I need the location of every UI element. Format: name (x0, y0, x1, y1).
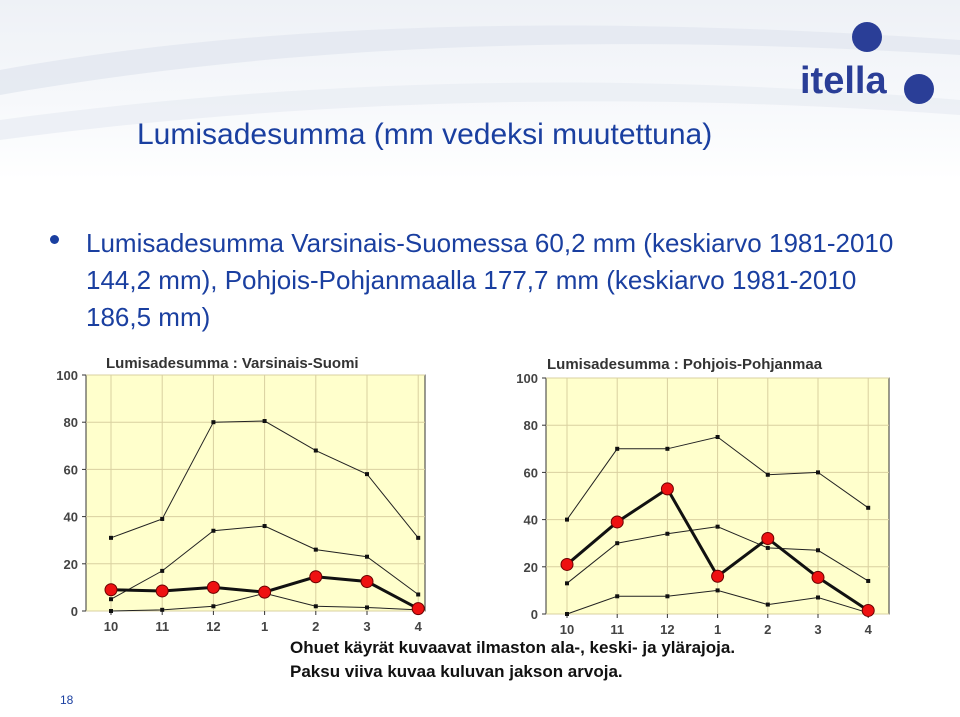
y-tick-label: 20 (64, 557, 78, 572)
data-point-middle (665, 531, 670, 536)
x-tick-label: 12 (206, 619, 220, 634)
data-point-current (309, 570, 323, 584)
itella-logo: itella (800, 18, 940, 108)
data-point-lower (160, 607, 165, 612)
y-tick-label: 20 (524, 560, 538, 575)
data-point-upper (416, 535, 421, 540)
data-point-upper (866, 505, 871, 510)
data-point-current (155, 584, 169, 598)
data-point-current (258, 585, 272, 599)
data-point-middle (715, 524, 720, 529)
data-point-upper (816, 470, 820, 475)
x-tick-label: 3 (363, 619, 370, 634)
data-point-lower (211, 604, 216, 609)
data-point-middle (565, 581, 569, 586)
data-point-upper (365, 472, 369, 477)
chart-pohjois-pohjanmaa: 0 20 40 60 80 100 10 11 12 1 2 3 4 Lumisadesumma : Po… (505, 352, 895, 635)
data-point-lower (615, 594, 620, 599)
y-tick-label: 100 (516, 371, 538, 386)
data-point-middle (866, 578, 871, 583)
data-point-upper (109, 535, 113, 540)
data-point-current (711, 569, 725, 583)
data-point-middle (313, 547, 318, 552)
data-point-middle (416, 592, 421, 597)
y-tick-label: 0 (531, 607, 538, 622)
data-point-current (411, 602, 425, 616)
data-point-middle (160, 568, 165, 573)
data-point-lower (313, 604, 318, 609)
data-point-current (360, 575, 374, 588)
x-tick-label: 4 (865, 622, 873, 635)
data-point-middle (109, 597, 113, 602)
chart-title: Lumisadesumma : Varsinais-Suomi (106, 355, 359, 372)
bullet-icon (50, 235, 59, 244)
plot-area (85, 374, 426, 612)
data-point-current (610, 515, 624, 529)
logo-dot-icon (904, 74, 934, 104)
data-point-middle (615, 541, 620, 546)
data-point-upper (765, 472, 770, 477)
slide-title: Lumisadesumma (mm vedeksi muutettuna) (137, 118, 713, 151)
logo-dot-icon (852, 22, 882, 52)
data-point-current (660, 482, 674, 496)
data-point-current (811, 570, 825, 584)
data-point-lower (109, 609, 113, 613)
data-point-upper (715, 435, 720, 439)
data-point-middle (365, 554, 369, 559)
x-tick-label: 4 (415, 619, 423, 634)
y-tick-label: 60 (64, 462, 78, 477)
y-tick-label: 40 (64, 510, 78, 525)
data-point-lower (665, 594, 670, 599)
data-point-current (104, 583, 118, 597)
data-point-current (560, 557, 574, 571)
data-point-lower (565, 612, 569, 616)
data-point-middle (816, 548, 820, 553)
x-tick-label: 11 (610, 622, 624, 635)
data-point-upper (565, 517, 569, 522)
y-tick-label: 80 (524, 418, 538, 433)
x-tick-label: 2 (312, 619, 319, 634)
chart-varsinais-suomi: 0 20 40 60 80 100 10 11 12 1 2 3 4 Lumisadesumma : Va… (52, 352, 430, 635)
y-tick-label: 100 (56, 368, 78, 383)
x-tick-label: 2 (764, 622, 771, 635)
x-tick-label: 10 (104, 619, 118, 634)
y-tick-label: 0 (71, 604, 78, 619)
data-point-middle (211, 528, 216, 533)
data-point-lower (365, 605, 369, 610)
bullet-text: Lumisadesumma Varsinais-Suomessa 60,2 mm… (86, 228, 894, 332)
data-point-lower (715, 588, 720, 593)
data-point-upper (313, 448, 318, 453)
chart-caption: Ohuet käyrät kuvaavat ilmaston ala-, kes… (290, 638, 736, 681)
x-tick-label: 11 (155, 619, 169, 634)
data-point-lower (816, 595, 820, 600)
data-point-upper (665, 446, 670, 451)
x-tick-label: 3 (814, 622, 821, 635)
data-point-middle (262, 524, 267, 529)
page-number: 18 (60, 693, 74, 707)
y-tick-label: 40 (524, 513, 538, 528)
data-point-current (206, 580, 220, 594)
data-point-lower (765, 602, 770, 607)
data-point-upper (615, 446, 620, 451)
x-tick-label: 10 (560, 622, 574, 635)
data-point-upper (160, 516, 165, 521)
x-tick-label: 1 (714, 622, 721, 635)
data-point-middle (765, 545, 770, 550)
x-tick-label: 1 (261, 619, 268, 634)
data-point-current (861, 603, 875, 617)
data-point-current (761, 531, 775, 545)
x-tick-label: 12 (660, 622, 674, 635)
data-point-upper (262, 419, 267, 424)
data-point-upper (211, 420, 216, 425)
y-tick-label: 80 (64, 415, 78, 430)
logo-text: itella (800, 60, 887, 102)
header-swoosh (0, 25, 960, 140)
y-tick-label: 60 (524, 465, 538, 480)
chart-title: Lumisadesumma : Pohjois-Pohjanmaa (547, 356, 823, 373)
